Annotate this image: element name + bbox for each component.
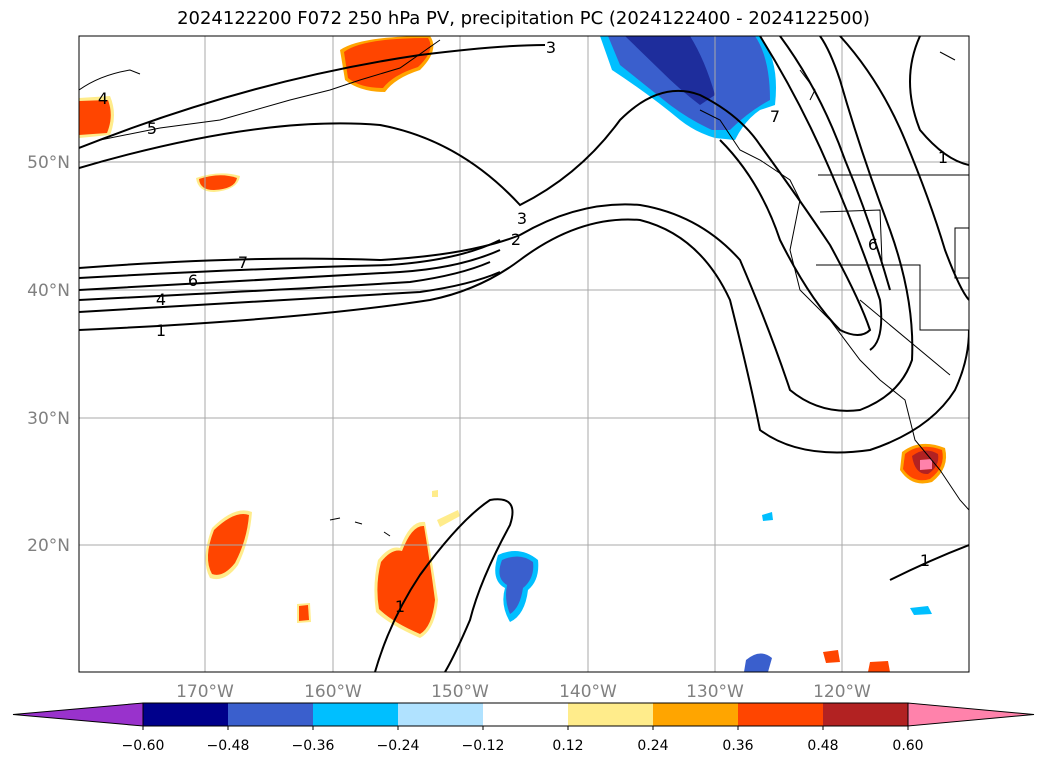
contour-label: 2 <box>511 230 521 249</box>
contour-label: 4 <box>156 290 166 309</box>
lon-label: 140°W <box>559 682 617 702</box>
map-title: 2024122200 F072 250 hPa PV, precipitatio… <box>177 8 870 29</box>
contour-label: 3 <box>517 209 527 228</box>
colorbar-segment <box>483 703 568 726</box>
coastlines <box>79 39 969 537</box>
lat-label: 50°N <box>27 153 70 173</box>
lat-label: 20°N <box>27 536 70 556</box>
colorbar-tick-label: −0.48 <box>207 738 250 754</box>
colorbar-tick-label: 0.48 <box>807 738 838 754</box>
contour-label: 1 <box>395 597 405 616</box>
contour-label: 3 <box>546 38 556 57</box>
contour-label-group: 3 5 4 7 6 4 1 3 2 7 1 6 1 1 <box>98 38 948 616</box>
longitude-labels: 170°W 160°W 150°W 140°W 130°W 120°W <box>176 682 871 702</box>
contour-label: 4 <box>98 89 108 108</box>
colorbar-tick-label: 0.24 <box>637 738 668 754</box>
lon-label: 160°W <box>304 682 362 702</box>
colorbar-segment <box>398 703 483 726</box>
contour-label: 7 <box>238 253 248 272</box>
colorbar-tick-label: 0.60 <box>892 738 923 754</box>
colorbar-tick-label: 0.12 <box>552 738 583 754</box>
contour-label: 1 <box>920 551 930 570</box>
lon-label: 120°W <box>813 682 871 702</box>
positive-precip-shading <box>79 36 947 672</box>
colorbar-extend-min <box>12 702 144 727</box>
colorbar-segment <box>568 703 653 726</box>
pv-contours <box>79 36 969 672</box>
colorbar-frame <box>142 702 909 727</box>
colorbar-extend-max <box>907 702 1035 727</box>
colorbar-segment <box>228 703 313 726</box>
colorbar-tick-label: −0.36 <box>292 738 335 754</box>
colorbar-segment <box>823 703 908 726</box>
contour-label: 5 <box>147 119 157 138</box>
latitude-labels: 50°N 40°N 30°N 20°N <box>27 153 70 556</box>
colorbar <box>12 702 1035 727</box>
contour-label: 7 <box>770 107 780 126</box>
lat-label: 30°N <box>27 409 70 429</box>
colorbar-tick-label: −0.24 <box>377 738 420 754</box>
colorbar-segment <box>313 703 398 726</box>
colorbar-tick-labels: −0.60 −0.48 −0.36 −0.24 −0.12 0.12 0.24 0.36 0.4… <box>122 726 924 754</box>
colorbar-segment <box>738 703 823 726</box>
contour-label: 6 <box>188 271 198 290</box>
map-plot-area: 3 5 4 7 6 4 1 3 2 7 1 6 1 1 <box>79 36 969 672</box>
colorbar-segment <box>653 703 738 726</box>
colorbar-segment <box>143 703 228 726</box>
map-gridlines <box>79 36 969 672</box>
lon-label: 150°W <box>431 682 489 702</box>
lon-label: 170°W <box>176 682 234 702</box>
contour-label: 6 <box>868 235 878 254</box>
colorbar-tick-label: −0.60 <box>122 738 165 754</box>
lon-label: 130°W <box>686 682 744 702</box>
plot-frame <box>78 35 970 673</box>
colorbar-tick-label: 0.36 <box>722 738 753 754</box>
lat-label: 40°N <box>27 281 70 301</box>
colorbar-tick-label: −0.12 <box>462 738 505 754</box>
contour-label: 1 <box>156 321 166 340</box>
contour-label: 1 <box>938 148 948 167</box>
